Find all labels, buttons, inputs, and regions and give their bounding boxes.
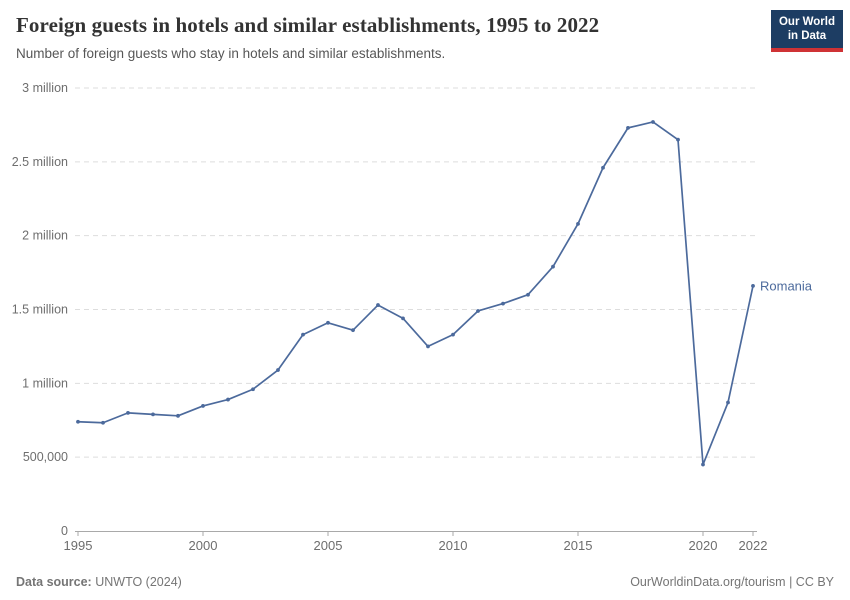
data-point [176, 413, 180, 418]
x-tick-label: 2005 [314, 538, 343, 553]
data-point [751, 283, 755, 288]
data-point [451, 332, 455, 337]
data-point [676, 137, 680, 142]
logo-text-line2: in Data [787, 30, 827, 43]
data-point [601, 165, 605, 170]
data-point [226, 397, 230, 402]
data-point [326, 320, 330, 325]
data-point [151, 412, 155, 417]
y-tick-label: 1 million [22, 376, 68, 390]
y-tick-label: 3 million [22, 81, 68, 95]
romania-series-label: Romania [760, 278, 813, 293]
logo-text-line1: Our World [778, 16, 835, 28]
data-point [426, 344, 430, 349]
x-tick-label: 2010 [439, 538, 468, 553]
data-point [101, 420, 105, 425]
owid-url-link[interactable]: OurWorldinData.org/tourism [630, 575, 786, 589]
y-tick-label: 2.5 million [12, 155, 68, 169]
data-source-value: UNWTO (2024) [95, 575, 182, 589]
data-point [576, 221, 580, 226]
footer-credit: OurWorldinData.org/tourism | CC BY [630, 575, 834, 589]
x-tick-label: 1995 [64, 538, 93, 553]
data-point [526, 292, 530, 297]
license-text: | CC BY [789, 575, 834, 589]
x-tick-label: 2015 [564, 538, 593, 553]
x-tick-label: 2000 [189, 538, 218, 553]
data-point [76, 419, 80, 424]
data-point [276, 368, 280, 372]
data-point [501, 301, 505, 306]
data-point [201, 404, 205, 408]
data-source: Data source: UNWTO (2024) [16, 575, 182, 589]
y-tick-label: 0 [61, 524, 68, 538]
data-point [301, 332, 305, 337]
x-tick-label: 2022 [739, 538, 768, 553]
y-tick-label: 1.5 million [12, 303, 68, 317]
y-tick-label: 2 million [22, 229, 68, 243]
data-point [701, 462, 705, 467]
data-point [651, 120, 655, 124]
x-tick-label: 2020 [689, 538, 718, 553]
data-point [351, 328, 355, 333]
data-source-label: Data source: [16, 575, 92, 589]
romania-line [77, 121, 754, 466]
y-tick-label: 500,000 [23, 450, 68, 464]
data-point [726, 400, 730, 405]
data-point [251, 387, 255, 392]
data-point [126, 410, 130, 415]
chart-footer: Data source: UNWTO (2024) OurWorldinData… [16, 575, 834, 589]
data-point [551, 264, 555, 269]
data-point [376, 303, 380, 307]
owid-logo: Our World in Data [770, 10, 843, 52]
data-point [626, 125, 630, 130]
data-point [476, 309, 480, 313]
chart-subtitle: Number of foreign guests who stay in hot… [16, 46, 446, 61]
data-point [401, 316, 405, 321]
page-title: Foreign guests in hotels and similar est… [16, 13, 600, 37]
